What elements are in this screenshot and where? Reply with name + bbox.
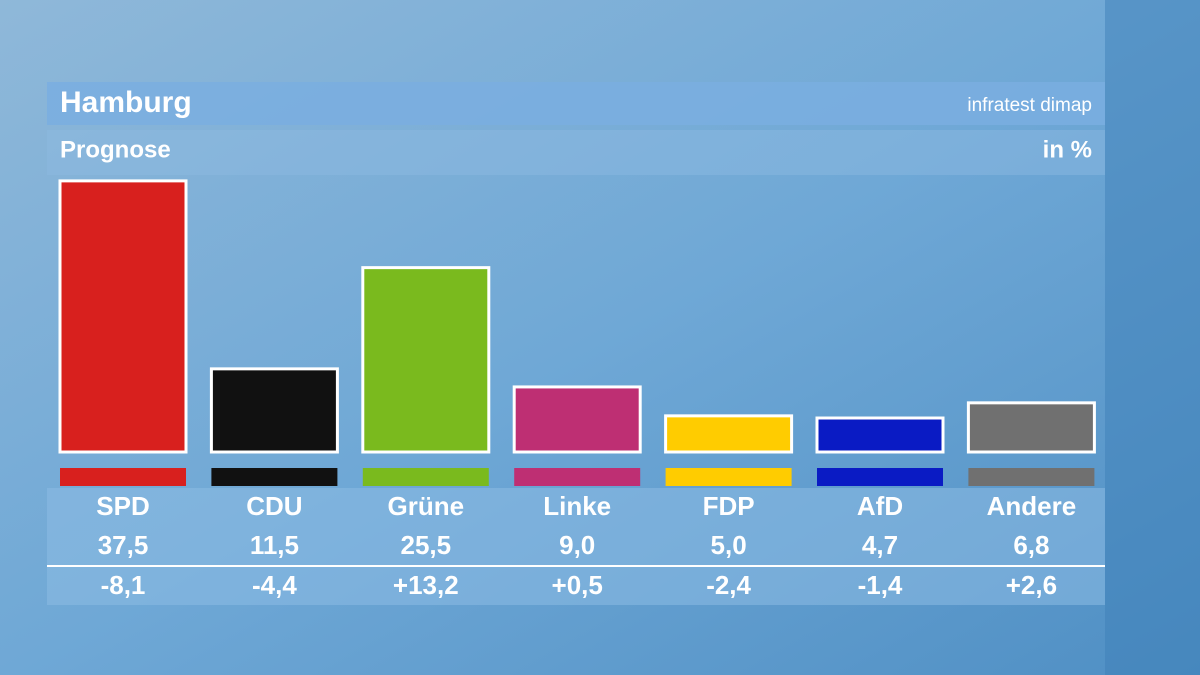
color-strip [362, 468, 489, 486]
source: infratest dimap [967, 95, 1092, 116]
title-bar [47, 82, 1105, 125]
category-label: Grüne [388, 491, 465, 521]
bar [209, 367, 339, 454]
bar [815, 416, 945, 454]
subtitle-bar [47, 130, 1105, 175]
subtitle: Prognose [60, 136, 171, 163]
color-strip [60, 468, 186, 486]
bar [966, 401, 1096, 454]
value-label: 4,7 [862, 530, 898, 560]
category-label: Andere [987, 491, 1077, 521]
bar [664, 414, 794, 454]
value-label: 11,5 [250, 530, 299, 560]
category-label: SPD [96, 491, 149, 521]
change-label: -8,1 [101, 570, 146, 600]
table-panel [47, 488, 1105, 605]
bar [361, 266, 491, 454]
change-label: -1,4 [858, 570, 903, 600]
bar [512, 385, 642, 454]
category-label: AfD [857, 491, 903, 521]
unit: in % [1043, 136, 1092, 163]
value-label: 5,0 [711, 530, 747, 560]
color-strip [817, 468, 943, 486]
change-label: -2,4 [706, 570, 751, 600]
value-label: 9,0 [559, 530, 595, 560]
bar [58, 179, 188, 454]
category-label: Linke [543, 491, 611, 521]
value-label: 37,5 [98, 530, 149, 560]
change-label: +2,6 [1006, 570, 1057, 600]
category-label: CDU [246, 491, 302, 521]
category-label: FDP [703, 491, 755, 521]
color-strip [665, 468, 792, 486]
value-label: 6,8 [1013, 530, 1049, 560]
value-label: 25,5 [400, 530, 451, 560]
background-panel [1105, 0, 1200, 675]
change-label: +13,2 [393, 570, 459, 600]
color-strip [211, 468, 338, 486]
change-label: +0,5 [552, 570, 603, 600]
change-label: -4,4 [252, 570, 297, 600]
chart-title: Hamburg [60, 86, 192, 119]
color-strip [514, 468, 641, 486]
color-strip [968, 468, 1095, 486]
